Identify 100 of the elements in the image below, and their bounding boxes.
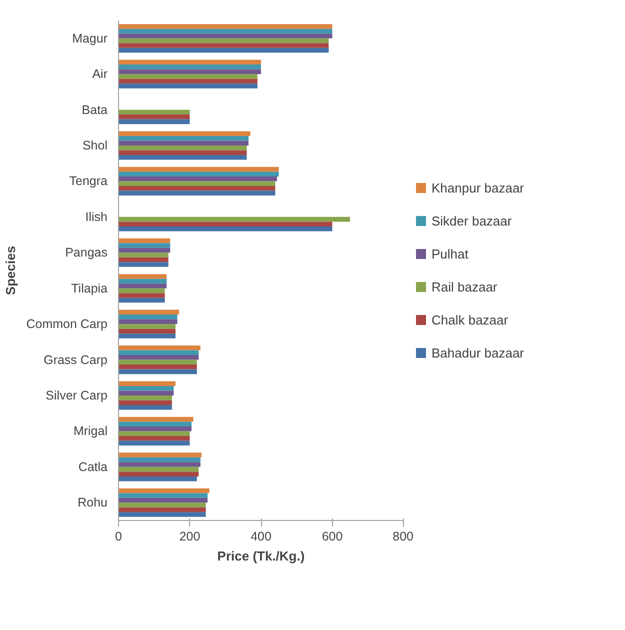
y-tick-label: Rohu: [78, 496, 108, 510]
x-tick-label: 400: [250, 530, 272, 544]
bar: [118, 155, 247, 160]
bar: [118, 324, 176, 329]
bar: [118, 262, 168, 267]
bar: [118, 24, 332, 29]
bar: [118, 252, 168, 258]
legend-label: Chalk bazaar: [432, 312, 509, 328]
bar: [118, 334, 176, 338]
bar: [118, 248, 170, 253]
bar: [118, 440, 190, 446]
bar: [118, 457, 200, 462]
bar: [118, 278, 167, 284]
bar: [118, 310, 180, 315]
bar: [118, 328, 176, 334]
bar: [118, 512, 206, 517]
bar: [118, 64, 261, 70]
bar: [118, 472, 199, 476]
bar: [118, 238, 170, 244]
bar: [118, 426, 192, 432]
bar: [118, 405, 172, 410]
y-axis-title: Species: [3, 246, 18, 296]
y-tick-label: Tilapia: [71, 281, 108, 296]
y-tick-label: Mrigal: [73, 424, 108, 438]
bar: [118, 78, 258, 84]
x-tick-label: 0: [115, 530, 122, 544]
bar: [118, 84, 258, 88]
bar: [118, 114, 190, 120]
bar: [118, 172, 279, 176]
bar: [118, 436, 190, 441]
bar: [118, 186, 276, 191]
legend-label: Pulhat: [432, 246, 469, 262]
y-tick-label: Silver Carp: [46, 388, 108, 402]
bar: [118, 386, 174, 391]
bar: [118, 176, 278, 182]
bar: [118, 28, 332, 34]
bar: [118, 60, 261, 65]
bar: [118, 34, 332, 38]
bar: [118, 293, 165, 298]
bar: [118, 396, 172, 400]
bar: [118, 140, 249, 146]
bar: [118, 507, 206, 512]
bar: [118, 74, 258, 79]
bar: [118, 226, 332, 232]
x-tick-label: 800: [392, 530, 414, 544]
bar: [118, 274, 167, 279]
bar: [118, 476, 197, 482]
bar: [118, 136, 249, 141]
y-tick-label: Bata: [82, 102, 108, 117]
y-tick-label: Ilish: [85, 210, 108, 224]
bar: [118, 416, 194, 422]
legend-label: Rail bazaar: [432, 280, 498, 294]
bar: [118, 110, 190, 115]
bar: [118, 462, 200, 467]
y-tick-label: Grass Carp: [44, 352, 108, 367]
bar: [118, 400, 172, 406]
bar: [118, 422, 192, 426]
bar: [118, 38, 329, 44]
bar: [118, 314, 178, 320]
bar: [118, 216, 350, 222]
y-tick-label: Tengra: [69, 174, 108, 188]
bar: [118, 131, 250, 136]
bar: [118, 284, 167, 288]
bar: [118, 350, 199, 356]
legend-label: Bahadur bazaar: [432, 346, 525, 360]
bar: [118, 390, 174, 396]
bar: [118, 166, 279, 172]
bar: [118, 493, 208, 498]
bar: [118, 69, 261, 74]
bar: [118, 360, 197, 365]
bar: [118, 466, 199, 472]
y-tick-label: Shol: [82, 138, 108, 152]
x-axis-title: Price (Tk./Kg.): [217, 548, 305, 564]
legend-label: Khanpur bazaar: [432, 180, 525, 196]
y-tick-label: Air: [92, 67, 108, 82]
bar: [118, 243, 170, 248]
bar: [118, 381, 176, 386]
bar: [118, 319, 178, 324]
bar: [118, 498, 208, 503]
y-tick-label: Magur: [72, 31, 108, 46]
bar: [118, 190, 276, 196]
bar: [118, 222, 332, 226]
bar: [118, 346, 200, 350]
legend-label: Sikder bazaar: [432, 214, 512, 228]
bar: [118, 119, 190, 124]
x-tick-label: 600: [322, 530, 343, 544]
bar: [118, 431, 190, 436]
bar: [118, 364, 197, 370]
bar: [118, 355, 199, 360]
y-tick-label: Common Carp: [26, 317, 108, 332]
x-tick-label: 200: [179, 530, 200, 544]
bar: [118, 288, 165, 294]
bar: [118, 502, 206, 508]
y-tick-label: Pangas: [65, 246, 108, 260]
bar: [118, 150, 247, 156]
bar: [118, 43, 329, 48]
bar: [118, 369, 197, 374]
bar: [118, 452, 202, 458]
bar: [118, 181, 276, 186]
bar: [118, 146, 247, 150]
